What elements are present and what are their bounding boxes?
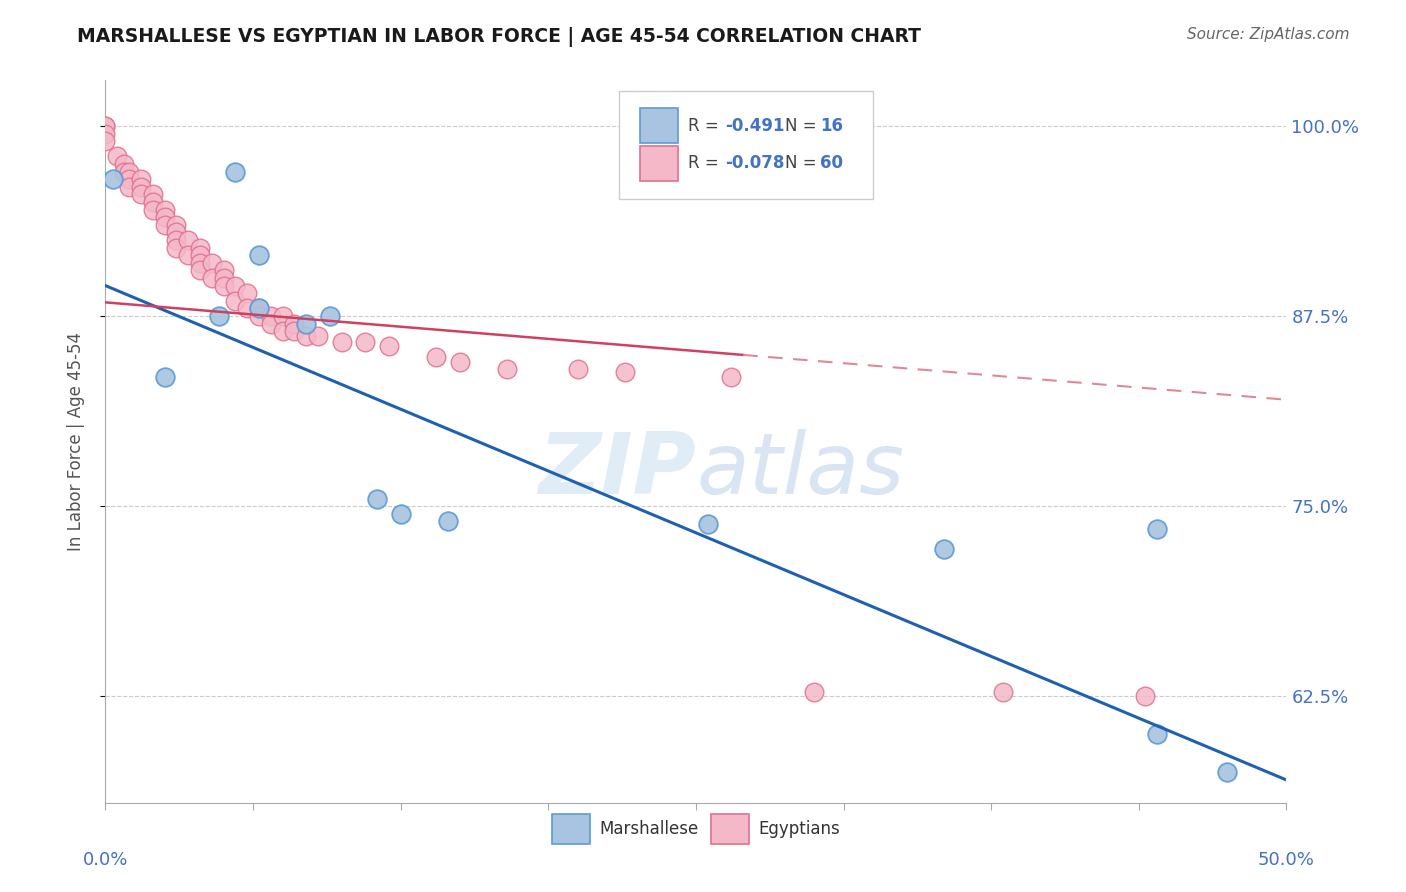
- Text: MARSHALLESE VS EGYPTIAN IN LABOR FORCE | AGE 45-54 CORRELATION CHART: MARSHALLESE VS EGYPTIAN IN LABOR FORCE |…: [77, 27, 921, 46]
- Point: [142, 202, 165, 217]
- Point: [94, 119, 117, 133]
- Point: [1133, 690, 1156, 704]
- Point: [118, 179, 141, 194]
- Point: [129, 187, 152, 202]
- Point: [295, 317, 318, 331]
- Point: [330, 334, 353, 349]
- Point: [283, 324, 305, 338]
- FancyBboxPatch shape: [553, 814, 589, 844]
- Point: [224, 164, 246, 178]
- Point: [212, 278, 235, 293]
- Point: [112, 157, 135, 171]
- Point: [720, 370, 742, 384]
- Point: [188, 263, 211, 277]
- Point: [201, 256, 224, 270]
- Text: N =: N =: [785, 117, 821, 135]
- Point: [188, 241, 211, 255]
- FancyBboxPatch shape: [711, 814, 749, 844]
- Point: [236, 286, 259, 301]
- Point: [803, 685, 825, 699]
- Text: 0.0%: 0.0%: [83, 852, 128, 870]
- Text: R =: R =: [688, 154, 724, 172]
- Point: [271, 324, 294, 338]
- Point: [319, 309, 342, 323]
- Point: [188, 248, 211, 262]
- Point: [212, 271, 235, 285]
- Text: R =: R =: [688, 117, 724, 135]
- Text: Marshallese: Marshallese: [599, 820, 699, 838]
- Point: [425, 350, 447, 364]
- Point: [105, 149, 128, 163]
- Point: [94, 119, 117, 133]
- Point: [94, 134, 117, 148]
- Text: ZIP: ZIP: [538, 429, 696, 512]
- Point: [449, 354, 471, 368]
- Text: 16: 16: [820, 117, 844, 135]
- FancyBboxPatch shape: [641, 146, 678, 181]
- Point: [247, 309, 270, 323]
- Point: [165, 226, 187, 240]
- Point: [101, 172, 124, 186]
- Point: [696, 517, 718, 532]
- Point: [236, 301, 259, 316]
- Point: [260, 309, 283, 323]
- FancyBboxPatch shape: [619, 91, 873, 200]
- Point: [283, 317, 305, 331]
- Point: [224, 278, 246, 293]
- Point: [271, 309, 294, 323]
- Text: Source: ZipAtlas.com: Source: ZipAtlas.com: [1187, 27, 1350, 42]
- Point: [437, 515, 460, 529]
- Text: 60: 60: [820, 154, 844, 172]
- Point: [389, 507, 412, 521]
- Point: [247, 301, 270, 316]
- Text: N =: N =: [785, 154, 821, 172]
- Point: [188, 256, 211, 270]
- Point: [1146, 522, 1168, 536]
- Point: [129, 172, 152, 186]
- Point: [142, 187, 165, 202]
- Text: 50.0%: 50.0%: [1258, 852, 1315, 870]
- Point: [212, 263, 235, 277]
- Point: [366, 491, 388, 506]
- Point: [118, 172, 141, 186]
- Point: [378, 339, 401, 353]
- Point: [991, 685, 1014, 699]
- Point: [165, 233, 187, 247]
- Point: [1216, 765, 1239, 780]
- Point: [247, 248, 270, 262]
- Point: [112, 164, 135, 178]
- Point: [354, 334, 377, 349]
- Point: [307, 328, 329, 343]
- Point: [247, 301, 270, 316]
- Point: [142, 194, 165, 209]
- Y-axis label: In Labor Force | Age 45-54: In Labor Force | Age 45-54: [66, 332, 84, 551]
- Point: [260, 317, 283, 331]
- Point: [1146, 727, 1168, 741]
- Point: [208, 309, 231, 323]
- Text: -0.491: -0.491: [725, 117, 785, 135]
- Point: [165, 241, 187, 255]
- Point: [153, 370, 176, 384]
- Point: [614, 365, 637, 379]
- Point: [496, 362, 519, 376]
- Text: -0.078: -0.078: [725, 154, 785, 172]
- Point: [153, 210, 176, 224]
- Point: [567, 362, 589, 376]
- Point: [932, 541, 955, 556]
- Point: [201, 271, 224, 285]
- Point: [295, 328, 318, 343]
- Point: [94, 127, 117, 141]
- Point: [118, 164, 141, 178]
- Point: [224, 293, 246, 308]
- Point: [129, 179, 152, 194]
- Point: [165, 218, 187, 232]
- Point: [177, 248, 200, 262]
- Text: atlas: atlas: [696, 429, 904, 512]
- Point: [177, 233, 200, 247]
- Point: [153, 218, 176, 232]
- FancyBboxPatch shape: [641, 109, 678, 143]
- Text: Egyptians: Egyptians: [759, 820, 841, 838]
- Point: [153, 202, 176, 217]
